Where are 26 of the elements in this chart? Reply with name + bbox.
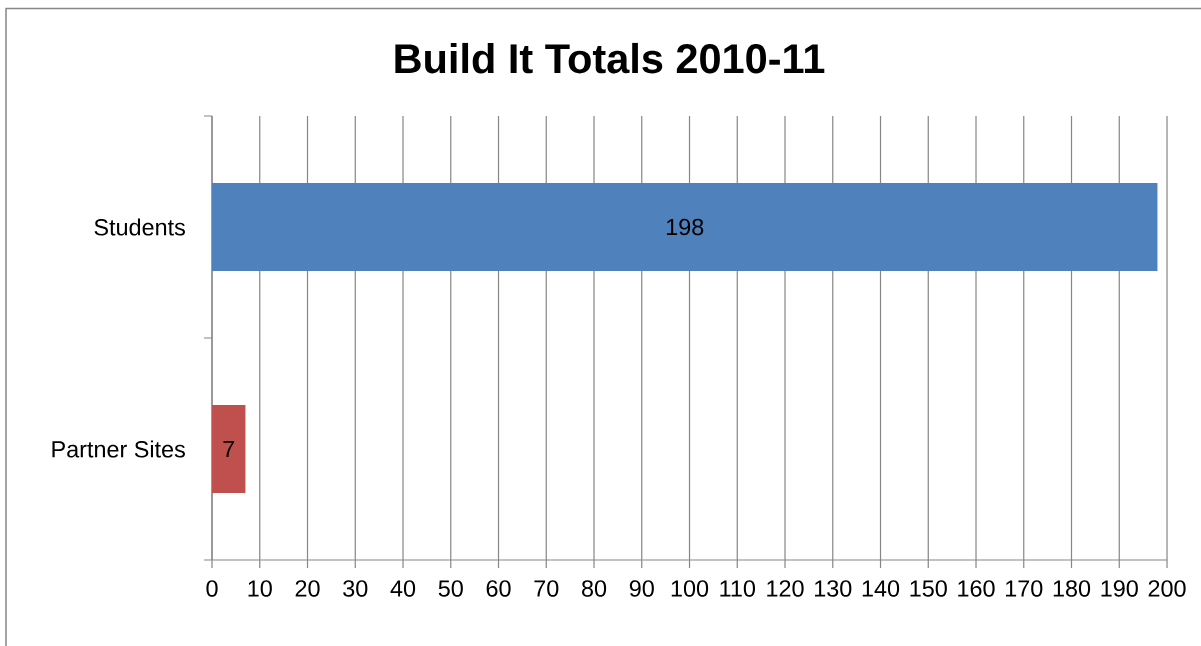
x-tick-label: 110	[720, 580, 756, 597]
x-tick-label: 0	[206, 580, 218, 597]
data-label: 198	[667, 218, 704, 236]
x-tick-label: 80	[582, 580, 607, 597]
x-tick-label: 10	[248, 580, 272, 597]
x-tick-label: 130	[815, 580, 852, 597]
x-tick-label: 170	[1006, 580, 1043, 597]
x-tick-label: 140	[862, 580, 900, 597]
x-tick-label: 30	[343, 580, 368, 597]
y-tick-label: Partner Sites	[52, 440, 185, 458]
data-label: 7	[223, 440, 235, 458]
x-tick-label: 20	[295, 580, 320, 597]
x-tick-label: 200	[1148, 580, 1186, 597]
x-tick-label: 180	[1053, 580, 1091, 597]
x-tick-label: 190	[1101, 580, 1138, 597]
x-tick-label: 50	[438, 580, 463, 597]
x-tick-label: 150	[910, 580, 947, 597]
x-tick-label: 60	[486, 580, 511, 597]
x-tick-label: 90	[629, 580, 654, 597]
x-tick-label: 120	[767, 580, 804, 597]
x-tick-label: 160	[958, 580, 995, 597]
y-tick-label: Students	[94, 218, 185, 236]
x-tick-label: 70	[534, 580, 559, 597]
chart-title: Build It Totals 2010-11	[395, 42, 825, 74]
x-tick-label: 40	[390, 580, 416, 597]
x-tick-label: 100	[671, 580, 709, 597]
